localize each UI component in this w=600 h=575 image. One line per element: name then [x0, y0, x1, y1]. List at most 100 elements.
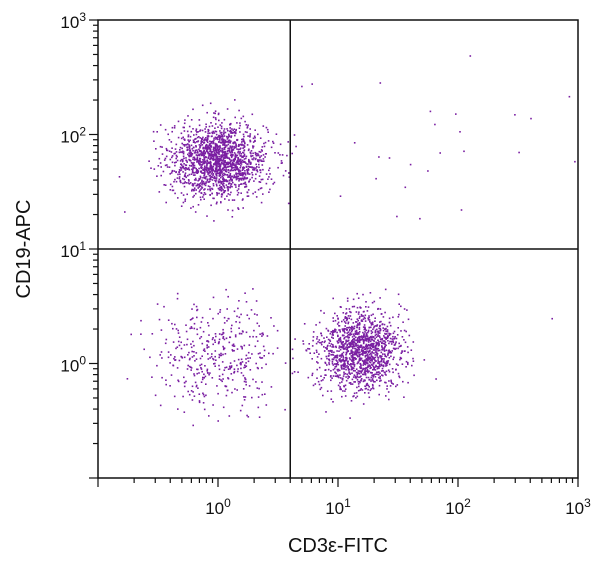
data-point	[169, 158, 172, 161]
data-point	[350, 352, 353, 354]
data-point	[161, 146, 163, 148]
data-point	[220, 354, 223, 357]
data-point	[375, 373, 378, 375]
data-point	[156, 364, 158, 367]
data-point	[207, 157, 210, 160]
data-point	[367, 366, 369, 368]
data-point	[206, 370, 208, 372]
data-point	[530, 117, 532, 120]
data-point	[391, 338, 394, 340]
data-point	[222, 140, 225, 143]
data-point	[266, 128, 269, 131]
data-point	[367, 306, 370, 308]
data-point	[312, 384, 315, 387]
data-point	[199, 145, 201, 148]
data-point	[187, 134, 190, 136]
data-point	[265, 363, 267, 366]
data-point	[270, 178, 273, 180]
data-point	[164, 157, 167, 160]
data-point	[364, 388, 367, 390]
data-point	[225, 170, 227, 172]
data-point	[249, 151, 252, 154]
data-point	[215, 177, 218, 179]
data-point	[228, 199, 230, 201]
data-point	[341, 320, 343, 323]
data-point	[336, 323, 339, 325]
data-point	[232, 343, 235, 346]
data-point	[388, 321, 391, 324]
data-point	[331, 331, 334, 334]
data-point	[201, 138, 203, 140]
data-point	[374, 356, 377, 359]
data-point	[187, 364, 189, 367]
data-point	[287, 202, 290, 205]
data-point	[240, 155, 242, 157]
data-point	[194, 141, 196, 144]
data-point	[399, 345, 402, 347]
data-point	[338, 338, 340, 340]
data-point	[331, 353, 334, 356]
data-point	[177, 380, 180, 383]
data-point	[346, 373, 348, 376]
data-point	[361, 370, 363, 372]
data-point	[348, 342, 350, 345]
data-point	[344, 356, 347, 359]
data-point	[202, 376, 204, 379]
data-point	[214, 146, 217, 148]
data-point	[375, 371, 378, 374]
data-point	[356, 318, 359, 320]
data-point	[188, 140, 190, 143]
data-point	[212, 337, 214, 339]
data-point	[335, 365, 338, 368]
data-point	[219, 309, 222, 311]
data-point	[203, 150, 205, 152]
data-point	[350, 330, 353, 333]
data-point	[332, 375, 335, 377]
data-point	[337, 334, 339, 337]
data-point	[245, 358, 247, 360]
data-point	[202, 151, 205, 153]
data-point	[173, 127, 176, 129]
data-point	[227, 368, 230, 370]
data-point	[188, 144, 190, 146]
data-point	[172, 364, 175, 367]
data-point	[202, 349, 205, 352]
data-point	[212, 184, 215, 187]
data-point	[277, 152, 280, 154]
data-point	[240, 179, 243, 181]
data-point	[210, 150, 213, 153]
data-point	[382, 353, 384, 355]
data-point	[362, 326, 365, 328]
data-point	[261, 367, 263, 369]
axis-ticks	[89, 19, 579, 487]
data-point	[200, 142, 202, 145]
data-point	[365, 387, 368, 390]
data-point	[176, 367, 179, 369]
data-point	[358, 336, 360, 339]
data-point	[336, 354, 338, 357]
data-point	[202, 180, 205, 183]
data-point	[215, 150, 218, 153]
data-point	[223, 191, 226, 194]
data-point	[246, 172, 249, 175]
data-point	[190, 155, 192, 158]
data-point	[217, 161, 220, 163]
data-point	[229, 193, 231, 196]
data-point	[349, 327, 352, 329]
data-point	[305, 349, 308, 352]
data-point	[221, 137, 223, 140]
data-point	[180, 341, 182, 344]
data-point	[200, 176, 202, 179]
data-point	[218, 364, 220, 367]
data-point	[241, 347, 243, 350]
data-point	[209, 153, 211, 155]
data-point	[261, 146, 264, 148]
data-point	[362, 293, 364, 296]
data-point	[202, 196, 204, 198]
data-point	[233, 370, 236, 373]
data-point	[236, 364, 238, 367]
data-point	[201, 342, 204, 345]
data-point	[261, 393, 264, 396]
data-point	[386, 337, 389, 339]
data-point	[171, 130, 173, 133]
